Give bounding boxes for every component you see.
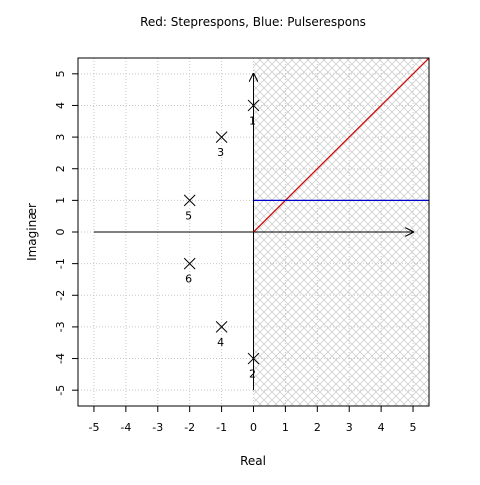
y-tick-label: 5: [54, 70, 67, 77]
pole-marker: [247, 99, 260, 112]
pole-label: 1: [249, 114, 256, 127]
pole-marker-stroke: [183, 194, 196, 207]
x-tick-label: 5: [410, 421, 417, 434]
y-tick-label: -3: [54, 321, 67, 332]
pole-label: 2: [249, 368, 256, 381]
pole-marker: [183, 194, 196, 207]
x-tick-label: -3: [152, 421, 163, 434]
x-tick-label: 0: [250, 421, 257, 434]
pole-label: 4: [217, 336, 224, 349]
pole-label: 6: [185, 273, 192, 286]
x-tick-label: 2: [314, 421, 321, 434]
y-tick-label: -2: [54, 290, 67, 301]
x-axis-label: Real: [240, 454, 266, 468]
pole-marker: [215, 321, 228, 333]
pole-marker: [183, 257, 196, 270]
x-tick-label: 4: [378, 421, 385, 434]
pole-marker: [215, 131, 228, 143]
y-tick-label: -4: [54, 353, 67, 364]
pole-marker: [247, 352, 260, 365]
pole-marker-stroke: [247, 99, 260, 112]
y-tick-label: 1: [54, 197, 67, 204]
pole-label: 5: [185, 209, 192, 222]
pole-marker-stroke: [247, 352, 260, 365]
y-tick-label: 0: [54, 229, 67, 236]
pole-marker-stroke: [215, 321, 228, 333]
y-tick-label: 4: [54, 102, 67, 109]
x-tick-label: -5: [88, 421, 99, 434]
x-tick-label: -1: [216, 421, 227, 434]
x-tick-label: 1: [282, 421, 289, 434]
y-tick-label: 2: [54, 165, 67, 172]
y-tick-label: -5: [54, 385, 67, 396]
x-tick-label: -2: [184, 421, 195, 434]
x-tick-label: 3: [346, 421, 353, 434]
pole-marker-stroke: [183, 257, 196, 270]
y-axis-label: Imaginær: [25, 203, 39, 261]
plot-area: 1 2 3 4 5 6 -5 -4 -3 -2 -1 0 1 2 3 4 5 -5 -4 -3 -2 -1 0 1 2 3 4 5: [54, 57, 430, 434]
x-tick-label: -4: [120, 421, 131, 434]
chart-title: Red: Steprespons, Blue: Pulserespons: [140, 15, 366, 29]
y-tick-label: -1: [54, 258, 67, 269]
step-response-line: [253, 57, 430, 233]
pole-label: 3: [217, 146, 224, 159]
y-tick-label: 3: [54, 134, 67, 141]
pole-marker-stroke: [215, 131, 228, 143]
